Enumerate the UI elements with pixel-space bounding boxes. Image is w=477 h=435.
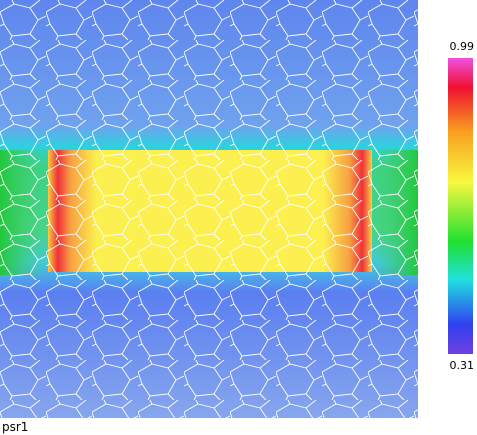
field <box>0 0 418 418</box>
colorbar-max: 0.99 <box>450 40 475 53</box>
colorbar-min: 0.31 <box>450 359 475 372</box>
grain-boundaries <box>0 0 418 418</box>
field-label: psr1 <box>2 420 28 434</box>
colorbar <box>448 58 473 354</box>
